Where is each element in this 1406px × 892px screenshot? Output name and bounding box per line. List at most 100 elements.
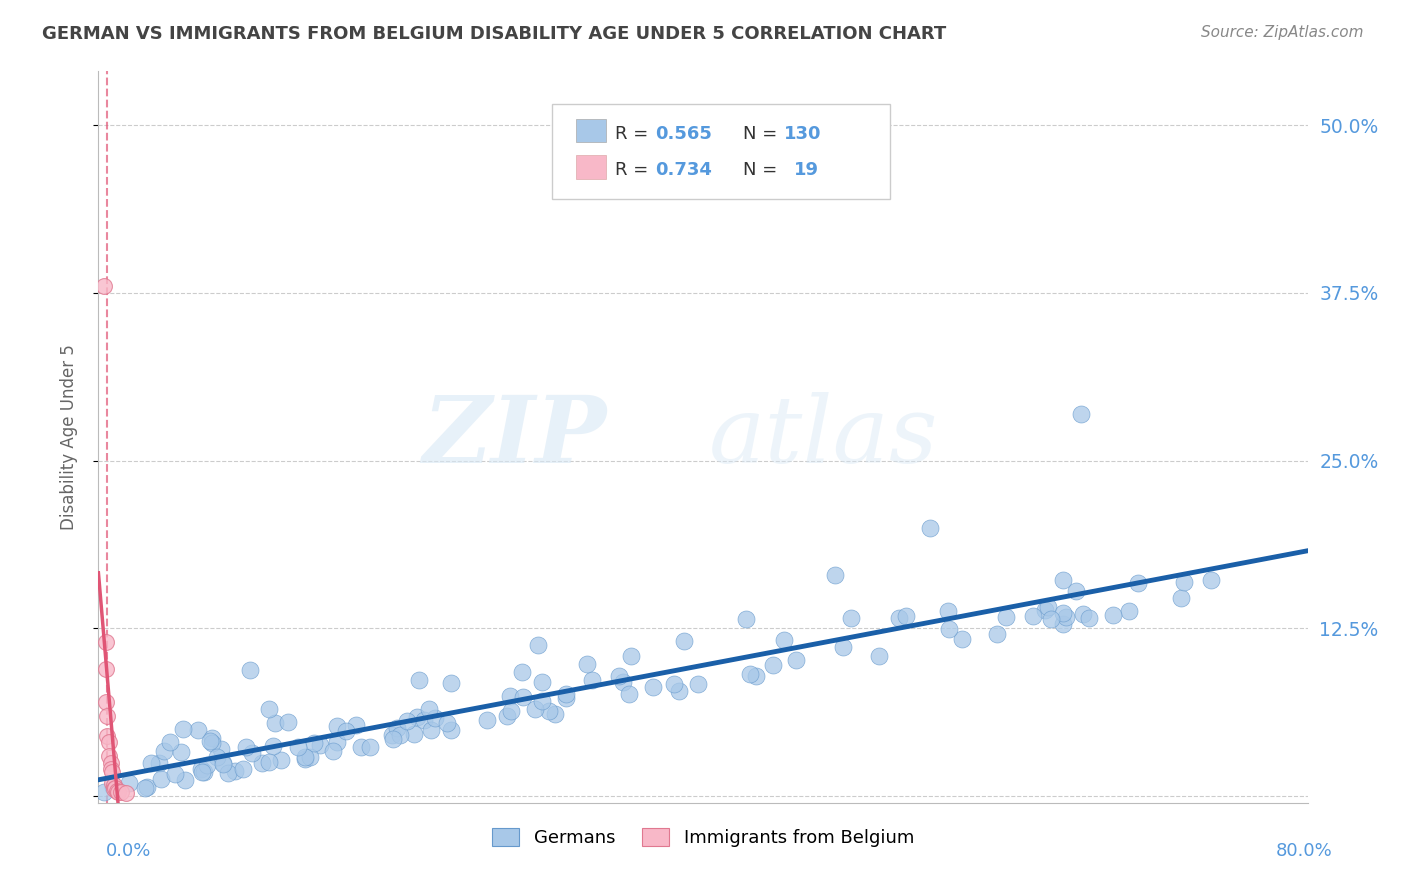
- Point: [152, 744, 174, 758]
- Text: atlas: atlas: [709, 392, 939, 482]
- Point: [824, 568, 846, 582]
- Point: [205, 750, 228, 764]
- Point: [322, 744, 344, 758]
- Point: [388, 728, 411, 742]
- Point: [408, 673, 430, 688]
- Point: [527, 638, 550, 652]
- Point: [839, 610, 862, 624]
- Point: [134, 780, 156, 795]
- Point: [772, 633, 794, 648]
- Point: [785, 653, 807, 667]
- Point: [211, 757, 233, 772]
- Point: [1022, 608, 1045, 623]
- Point: [103, 778, 125, 792]
- Text: R =: R =: [614, 161, 654, 179]
- Point: [995, 610, 1018, 624]
- Point: [224, 764, 246, 779]
- Point: [170, 745, 193, 759]
- Point: [950, 632, 973, 646]
- Point: [418, 702, 440, 716]
- Point: [114, 786, 136, 800]
- Point: [607, 668, 630, 682]
- Point: [172, 722, 194, 736]
- Point: [100, 762, 122, 776]
- Legend: Germans, Immigrants from Belgium: Germans, Immigrants from Belgium: [484, 819, 922, 856]
- Point: [868, 649, 890, 664]
- Point: [412, 713, 434, 727]
- Point: [832, 640, 855, 655]
- Point: [96, 729, 118, 743]
- Point: [104, 782, 127, 797]
- Point: [387, 721, 409, 735]
- Point: [496, 709, 519, 723]
- Point: [264, 715, 287, 730]
- Point: [1173, 575, 1195, 590]
- Point: [894, 609, 917, 624]
- Point: [262, 739, 284, 754]
- Point: [148, 756, 170, 771]
- Point: [1102, 608, 1125, 623]
- Point: [103, 780, 125, 794]
- Point: [745, 669, 768, 683]
- FancyBboxPatch shape: [576, 119, 606, 143]
- Point: [94, 634, 117, 648]
- Point: [643, 680, 665, 694]
- Point: [191, 765, 214, 780]
- Text: 80.0%: 80.0%: [1277, 842, 1333, 860]
- Point: [436, 716, 458, 731]
- Point: [382, 732, 405, 747]
- Point: [232, 762, 254, 776]
- Text: ZIP: ZIP: [422, 392, 606, 482]
- Point: [270, 753, 292, 767]
- FancyBboxPatch shape: [551, 104, 890, 200]
- Point: [93, 279, 115, 293]
- Point: [252, 756, 274, 770]
- Point: [326, 734, 349, 748]
- Point: [98, 748, 121, 763]
- Point: [201, 731, 224, 746]
- Point: [159, 735, 181, 749]
- Point: [259, 755, 281, 769]
- Point: [439, 723, 461, 737]
- Point: [105, 783, 128, 797]
- Point: [242, 746, 264, 760]
- Text: 19: 19: [793, 161, 818, 179]
- Point: [381, 728, 404, 742]
- Point: [239, 664, 262, 678]
- Point: [673, 633, 696, 648]
- Point: [93, 785, 115, 799]
- Point: [1128, 575, 1150, 590]
- Point: [335, 723, 357, 738]
- Point: [94, 695, 117, 709]
- Text: 130: 130: [785, 125, 821, 143]
- Point: [298, 750, 321, 764]
- Point: [555, 691, 578, 706]
- Point: [477, 714, 499, 728]
- Point: [150, 772, 173, 786]
- Point: [101, 764, 124, 779]
- Point: [309, 738, 332, 752]
- Point: [1039, 612, 1062, 626]
- Point: [198, 733, 221, 747]
- Point: [538, 705, 561, 719]
- Point: [302, 736, 325, 750]
- Point: [986, 627, 1008, 641]
- Point: [1036, 600, 1059, 615]
- Point: [555, 687, 578, 701]
- Point: [104, 782, 127, 797]
- Point: [211, 756, 233, 770]
- Point: [163, 766, 186, 780]
- Point: [668, 683, 690, 698]
- Point: [1070, 407, 1092, 421]
- Point: [524, 702, 547, 716]
- Text: 0.734: 0.734: [655, 161, 711, 179]
- Point: [235, 740, 257, 755]
- Point: [395, 714, 418, 729]
- Point: [117, 775, 139, 789]
- Point: [101, 775, 124, 789]
- Point: [96, 708, 118, 723]
- Point: [440, 676, 463, 690]
- Point: [620, 649, 643, 664]
- Point: [326, 719, 349, 733]
- Point: [1066, 584, 1088, 599]
